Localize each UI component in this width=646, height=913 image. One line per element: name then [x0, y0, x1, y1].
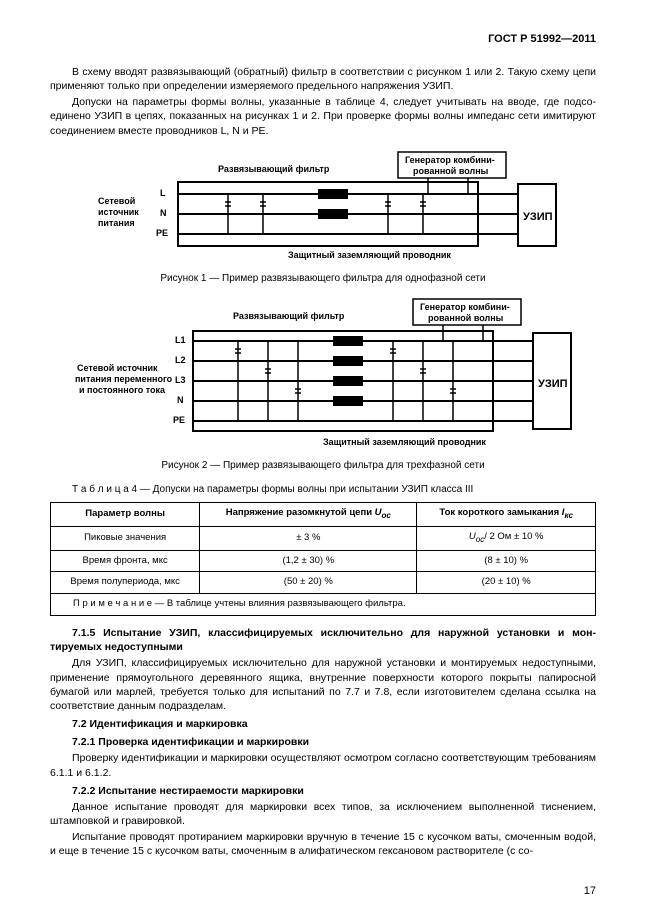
svg-text:Генератор комбини-: Генератор комбини- — [405, 155, 495, 165]
svg-text:N: N — [177, 395, 184, 405]
svg-text:PE: PE — [156, 228, 168, 238]
table-row: Время фронта, мкс (1,2 ± 30) % (8 ± 10) … — [51, 550, 596, 572]
table-4: Параметр волны Напряжение разомкнутой це… — [50, 502, 596, 616]
svg-text:источник: источник — [98, 207, 139, 217]
svg-text:и постоянного тока: и постоянного тока — [79, 385, 166, 395]
svg-text:рованной волны: рованной волны — [413, 166, 489, 176]
figure-2: Сетевой источник питания переменного и п… — [73, 295, 573, 455]
figure-2-caption: Рисунок 2 — Пример развязывающего фильтр… — [50, 459, 596, 473]
doc-header: ГОСТ Р 51992—2011 — [50, 32, 596, 47]
svg-text:Генератор комбини-: Генератор комбини- — [420, 302, 510, 312]
t4-h1: Параметр волны — [51, 503, 200, 527]
table-row: Пиковые значения ± 3 % Uoc/ 2 Ом ± 10 % — [51, 526, 596, 550]
page-number: 17 — [584, 884, 596, 899]
svg-text:L1: L1 — [175, 335, 186, 345]
paragraph-1: В схему вводят развязывающий (обратный) … — [50, 65, 596, 93]
svg-text:L3: L3 — [175, 375, 186, 385]
para-7-2-2b: Испытание проводят протиранием маркировк… — [50, 830, 596, 858]
svg-text:питания переменного: питания переменного — [75, 374, 173, 384]
paragraph-2: Допуски на параметры формы волны, указан… — [50, 95, 596, 138]
svg-text:N: N — [160, 208, 167, 218]
t4-h3: Ток короткого замыкания Iкс — [417, 503, 596, 527]
svg-text:Развязывающий фильтр: Развязывающий фильтр — [218, 164, 330, 174]
svg-text:рованной волны: рованной волны — [428, 313, 504, 323]
figure-1-caption: Рисунок 1 — Пример развязывающего фильтр… — [50, 272, 596, 286]
t4-h2: Напряжение разомкнутой цепи Uoc — [200, 503, 417, 527]
svg-text:УЗИП: УЗИП — [538, 378, 568, 390]
table-4-title: Т а б л и ц а 4 — Допуски на параметры ф… — [50, 483, 596, 497]
para-7-2-1: Проверку идентификации и маркировки осущ… — [50, 751, 596, 779]
svg-text:Развязывающий фильтр: Развязывающий фильтр — [233, 311, 345, 321]
svg-text:Защитный заземляющий проводник: Защитный заземляющий проводник — [288, 250, 451, 260]
svg-text:L: L — [160, 188, 166, 198]
section-7-2-1: 7.2.1 Проверка идентификации и маркировк… — [50, 735, 596, 749]
svg-text:Сетевой: Сетевой — [98, 196, 135, 206]
figure-1: Сетевой источник питания L N PE Развязыв… — [88, 148, 558, 268]
svg-text:УЗИП: УЗИП — [523, 211, 553, 223]
svg-text:Защитный заземляющий проводник: Защитный заземляющий проводник — [323, 437, 486, 447]
svg-text:L2: L2 — [175, 355, 186, 365]
para-7-2-2a: Данное испытание проводят для маркировки… — [50, 800, 596, 828]
section-7-1-5: 7.1.5 Испытание УЗИП, классифицируемых и… — [50, 626, 596, 654]
para-7-1-5: Для УЗИП, классифицируемых исключительно… — [50, 656, 596, 713]
svg-text:Сетевой источник: Сетевой источник — [77, 363, 158, 373]
table-row: П р и м е ч а н и е — В таблице учтены в… — [51, 594, 596, 616]
section-7-2-2: 7.2.2 Испытание нестираемости маркировки — [50, 784, 596, 798]
table-row: Время полупериода, мкс (50 ± 20) % (20 ±… — [51, 572, 596, 594]
section-7-2: 7.2 Идентификация и маркировка — [50, 717, 596, 731]
svg-text:питания: питания — [98, 218, 135, 228]
svg-text:PE: PE — [173, 415, 185, 425]
